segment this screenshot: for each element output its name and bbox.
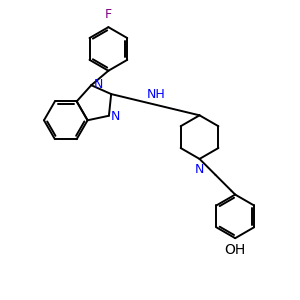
Text: F: F <box>105 8 112 21</box>
Text: NH: NH <box>147 88 166 101</box>
Text: OH: OH <box>225 243 246 257</box>
Text: N: N <box>111 110 120 123</box>
Text: N: N <box>195 163 204 176</box>
Text: N: N <box>93 78 103 91</box>
